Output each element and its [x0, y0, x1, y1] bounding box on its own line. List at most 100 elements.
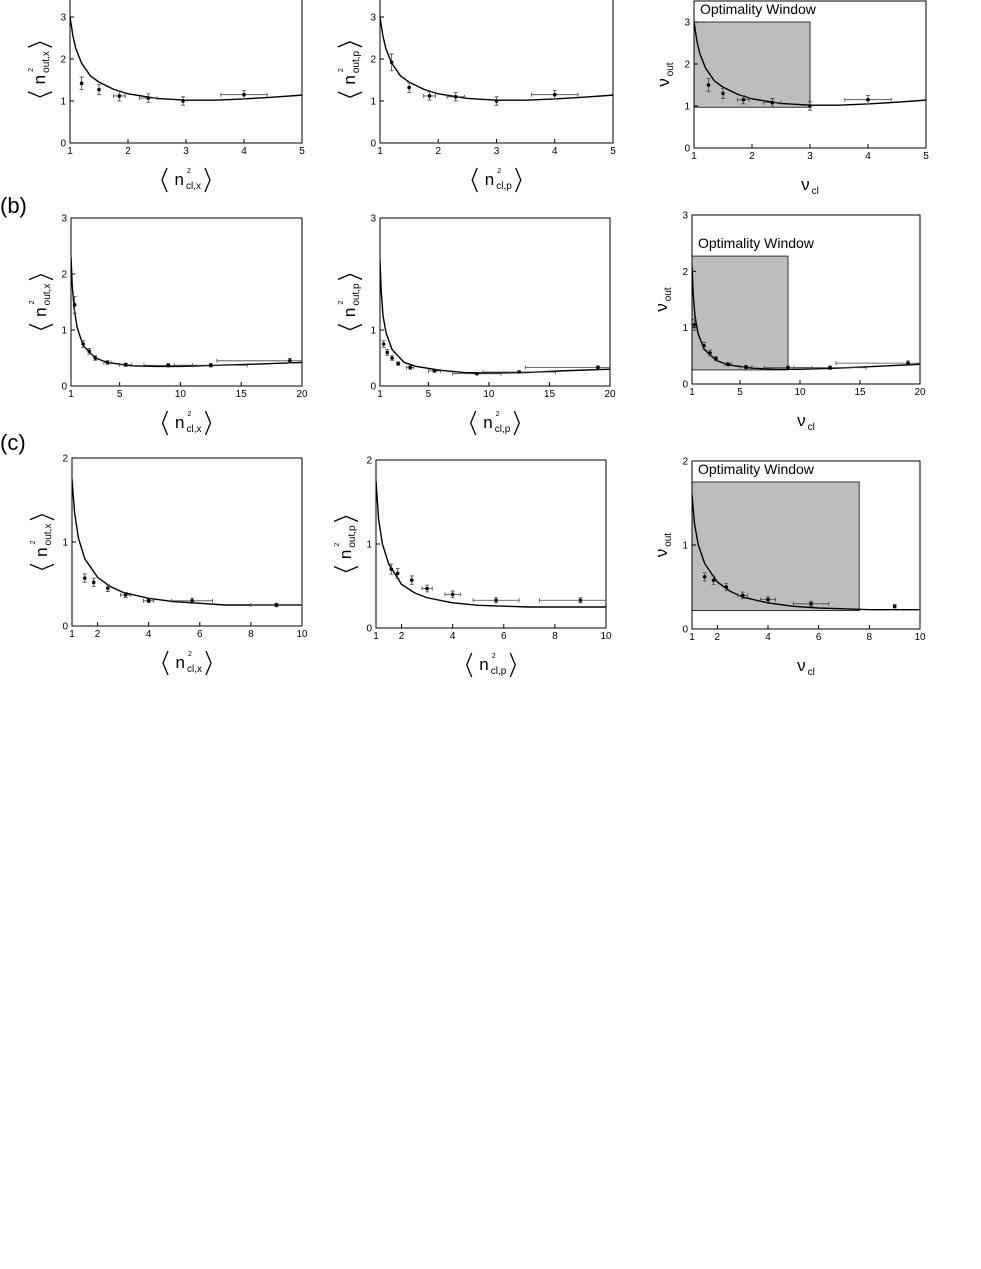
label-sup: 2 [492, 653, 496, 660]
data-point [517, 370, 522, 374]
bracket [513, 410, 520, 436]
x-tick-label: 2 [399, 631, 405, 642]
x-tick-label: 8 [552, 631, 558, 642]
label-sup: 2 [338, 301, 345, 305]
bracket [28, 323, 54, 331]
data-point [395, 571, 400, 576]
x-tick-label: 1 [69, 629, 75, 640]
axis-label-inner: ν out [652, 533, 674, 558]
y-tick-label: 2 [684, 60, 690, 71]
label-base: n [340, 308, 359, 317]
axis-label-inner: n 2 out,p [337, 41, 363, 98]
x-tick-label: 5 [737, 387, 743, 398]
label-sup: 2 [29, 300, 36, 304]
x-tick-label: 4 [241, 146, 247, 157]
plot-area [380, 259, 610, 376]
label-base: n [175, 170, 184, 189]
axis-label-inner: ν cl [801, 175, 819, 197]
axis-label: ν cl [797, 411, 815, 433]
data-point [741, 97, 746, 102]
data-point [866, 97, 870, 102]
label-base: n [483, 413, 492, 432]
data-point [494, 598, 498, 603]
x-tick-label: 10 [483, 389, 495, 400]
bracket [333, 515, 359, 522]
axis-label-inner: n 2 out,p [333, 515, 359, 573]
bracket [515, 167, 522, 193]
label-sub: out [663, 533, 674, 547]
y-tick-label: 2 [682, 457, 688, 468]
label-base: n [30, 75, 49, 84]
data-point [396, 361, 400, 366]
x-tick-label: 15 [544, 389, 556, 400]
label-base: ν [797, 656, 806, 675]
data-point [494, 99, 499, 103]
label-base: ν [652, 549, 671, 558]
x-tick-label: 8 [248, 629, 254, 640]
data-point [596, 365, 600, 370]
label-sub: out,x [42, 284, 53, 306]
x-tick-label: 20 [914, 387, 926, 398]
axis-label: n 2 out,x [28, 273, 54, 331]
data-point [892, 604, 897, 609]
data-point [82, 576, 87, 580]
data-point [766, 597, 770, 602]
label-sub: out,x [43, 524, 54, 546]
data-point [809, 602, 813, 606]
plot-frame [691, 214, 921, 385]
label-base: n [175, 413, 184, 432]
plot-area [380, 16, 613, 106]
label-sup: 2 [497, 168, 501, 175]
fit-curve [380, 16, 613, 101]
label-sub: cl,p [495, 424, 511, 435]
x-tick-label: 15 [236, 389, 248, 400]
plot-frame [379, 217, 611, 387]
fit-curve [376, 480, 606, 608]
label-sub: cl,x [186, 181, 201, 192]
plot-area [692, 494, 920, 611]
axis-label-inner: n 2 cl,p [466, 652, 516, 678]
label-sup: 2 [334, 543, 341, 547]
label-base: n [336, 550, 355, 559]
data-point [425, 586, 429, 591]
x-tick-label: 3 [183, 146, 189, 157]
x-tick-label: 10 [296, 629, 308, 640]
axis-label-inner: n 2 cl,x [162, 650, 212, 676]
label-sup: 2 [188, 411, 192, 418]
axis-label: n 2 cl,x [161, 410, 212, 436]
label-sup: 2 [338, 68, 345, 72]
data-point [702, 575, 707, 579]
axis-label: ν cl [797, 656, 815, 678]
y-tick-label: 0 [682, 625, 688, 636]
data-point [181, 99, 185, 103]
plot-frame [375, 459, 607, 629]
fit-curve [71, 257, 302, 368]
y-tick-label: 2 [366, 456, 372, 467]
bracket [470, 410, 477, 436]
y-tick-label: 0 [370, 382, 376, 393]
data-point [72, 303, 77, 307]
axis-label: n 2 out,x [29, 513, 55, 571]
x-tick-label: 1 [67, 146, 73, 157]
x-tick-label: 3 [807, 151, 813, 162]
axis-label: n 2 cl,x [162, 650, 212, 676]
x-tick-label: 1 [68, 389, 74, 400]
y-tick-label: 1 [370, 326, 376, 337]
data-point [389, 567, 394, 571]
axis-label-inner: ν out [654, 62, 676, 87]
data-point [711, 578, 716, 583]
plot-frame [70, 217, 303, 387]
optimality-window [691, 255, 789, 371]
x-tick-label: 1 [689, 632, 695, 643]
x-tick-label: 2 [125, 146, 131, 157]
label-sup: 2 [187, 168, 191, 175]
fit-curve [380, 259, 610, 374]
data-point [93, 356, 98, 360]
bracket [162, 650, 169, 676]
data-point [552, 92, 557, 97]
plot-area [70, 16, 302, 106]
label-base: n [176, 653, 185, 672]
data-point [390, 356, 394, 360]
fit-curve [692, 494, 920, 611]
y-tick-label: 1 [684, 102, 690, 113]
